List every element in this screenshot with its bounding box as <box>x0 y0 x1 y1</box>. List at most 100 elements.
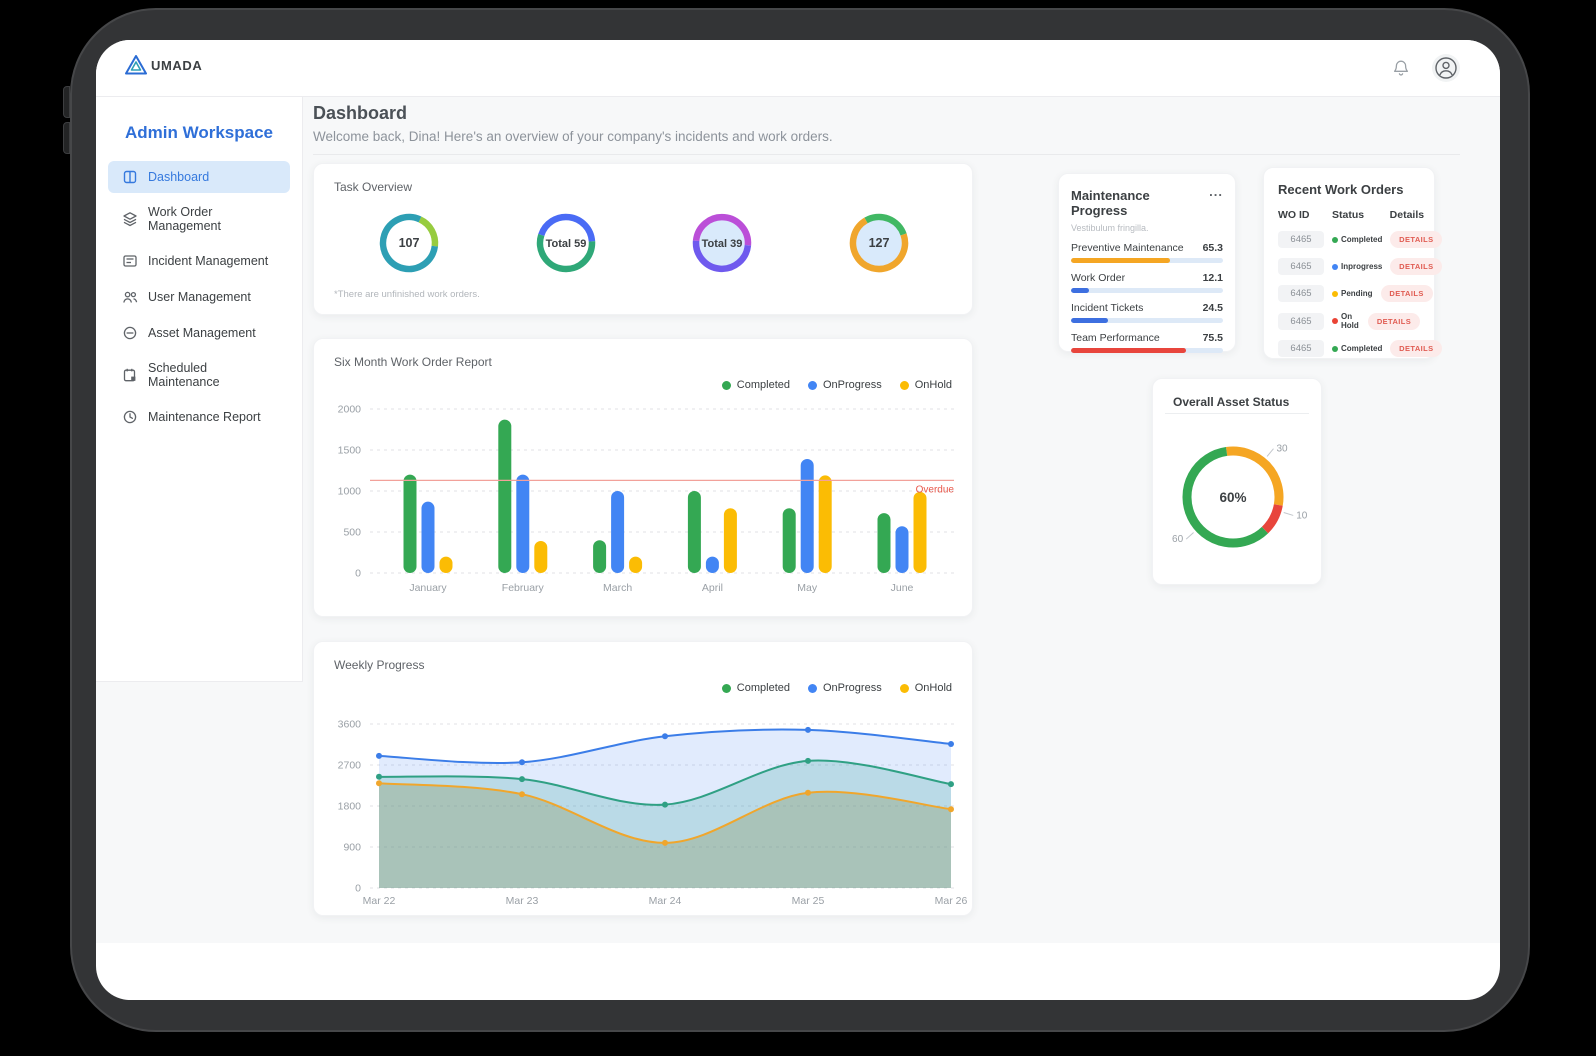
sidebar-item-maintenance-report[interactable]: Maintenance Report <box>108 401 290 433</box>
recent-work-orders-rows: 6465 Completed DETAILS 6465 Inprogress DETAIL… <box>1278 231 1443 357</box>
details-button[interactable]: DETAILS <box>1368 312 1420 330</box>
col-wo-id: WO ID <box>1278 209 1310 221</box>
task-overview-title: Task Overview <box>334 180 413 194</box>
svg-text:June: June <box>891 582 914 594</box>
svg-text:500: 500 <box>343 527 361 539</box>
maintenance-progress-card: Maintenance Progress ... Vestibulum frin… <box>1058 173 1236 353</box>
progress-label: Preventive Maintenance <box>1071 242 1184 254</box>
svg-text:Total 59: Total 59 <box>546 238 587 250</box>
bell-icon[interactable] <box>1392 59 1410 78</box>
sidebar-nav: Dashboard Work Order Management Incident M… <box>96 161 302 433</box>
sidebar-item-label: Scheduled Maintenance <box>148 361 220 389</box>
svg-text:Mar 24: Mar 24 <box>649 895 682 907</box>
status-dot-icon <box>1332 345 1338 352</box>
legend-item-completed: Completed <box>721 682 790 694</box>
maintenance-progress-title: Maintenance Progress <box>1071 188 1150 218</box>
legend-label: OnProgress <box>823 682 882 694</box>
svg-text:0: 0 <box>355 883 361 895</box>
asset-status-divider <box>1165 413 1309 414</box>
asset-status-title: Overall Asset Status <box>1173 395 1290 409</box>
details-button[interactable]: DETAILS <box>1390 231 1443 248</box>
progress-fill <box>1071 258 1171 263</box>
status-label: Completed <box>1341 235 1383 244</box>
legend-label: Completed <box>736 379 790 391</box>
svg-text:127: 127 <box>869 236 890 250</box>
svg-text:60%: 60% <box>1219 490 1246 505</box>
status-dot-icon <box>1332 318 1338 324</box>
details-button[interactable]: DETAILS <box>1390 258 1443 275</box>
sidebar-item-asset-management[interactable]: Asset Management <box>108 317 290 349</box>
asset-icon <box>122 325 138 341</box>
svg-text:January: January <box>409 582 447 594</box>
brand-logo: UMADA <box>124 54 202 76</box>
wo-id-chip: 6465 <box>1278 312 1324 330</box>
header-divider <box>313 154 1460 155</box>
status-label: Completed <box>1341 344 1383 353</box>
sidebar-item-scheduled-maintenance[interactable]: Scheduled Maintenance <box>108 353 290 397</box>
brand-name: UMADA <box>151 57 203 73</box>
sidebar-item-label: Maintenance Report <box>148 410 261 424</box>
svg-text:3600: 3600 <box>338 719 362 731</box>
work-order-row: 6465 Completed DETAILS <box>1278 231 1443 248</box>
legend-item-onprogress: OnProgress <box>808 682 882 694</box>
six-month-report-title: Six Month Work Order Report <box>334 355 492 369</box>
svg-text:30: 30 <box>1276 444 1288 455</box>
progress-row: Incident Tickets 24.5 <box>1071 302 1223 323</box>
svg-text:0: 0 <box>355 568 361 580</box>
recent-work-orders-card: Recent Work Orders WO ID Status Details … <box>1263 167 1443 359</box>
svg-text:Mar 25: Mar 25 <box>792 895 825 907</box>
status-badge: Inprogress <box>1332 262 1382 271</box>
six-month-report-card: Six Month Work Order Report Completed OnP… <box>313 338 973 617</box>
details-button[interactable]: DETAILS <box>1380 285 1433 302</box>
svg-text:107: 107 <box>399 236 420 250</box>
task-overview-footnote: *There are unfinished work orders. <box>334 289 480 300</box>
sidebar-item-label: Asset Management <box>148 326 256 340</box>
work-order-row: 6465 Pending DETAILS <box>1278 285 1433 302</box>
work-order-row: 6465 On Hold DETAILS <box>1278 312 1420 330</box>
status-dot-icon <box>1332 290 1338 297</box>
status-badge: On Hold <box>1332 312 1360 330</box>
sidebar-item-label: Incident Management <box>148 254 269 268</box>
legend-dot-icon <box>899 683 909 693</box>
progress-label: Team Performance <box>1071 332 1160 344</box>
svg-text:10: 10 <box>1296 510 1308 521</box>
recent-work-orders-header: WO ID Status Details <box>1278 209 1424 221</box>
sidebar-item-user-management[interactable]: User Management <box>108 281 290 313</box>
status-dot-icon <box>1332 263 1338 270</box>
svg-text:Overdue: Overdue <box>916 484 955 495</box>
legend-label: OnHold <box>914 379 952 391</box>
progress-value: 65.3 <box>1202 242 1223 254</box>
sidebar-item-work-order-management[interactable]: Work Order Management <box>108 197 290 241</box>
more-options-icon[interactable]: ... <box>1209 184 1223 199</box>
legend-label: OnHold <box>914 682 952 694</box>
legend-dot-icon <box>808 683 817 693</box>
details-button[interactable]: DETAILS <box>1390 340 1443 357</box>
sidebar: Admin Workspace Dashboard Work Order Mana… <box>96 97 303 682</box>
task-donut-3: 127 <box>844 208 914 278</box>
brand-logo-icon <box>124 54 148 76</box>
report-icon <box>122 409 138 425</box>
progress-track <box>1071 348 1223 353</box>
status-label: Pending <box>1341 289 1373 298</box>
recent-work-orders-title: Recent Work Orders <box>1278 182 1404 197</box>
incident-icon <box>122 253 138 269</box>
progress-fill <box>1071 318 1109 323</box>
progress-track <box>1071 288 1223 293</box>
progress-row: Team Performance 75.5 <box>1071 332 1223 353</box>
legend-dot-icon <box>899 380 909 390</box>
work-order-row: 6465 Inprogress DETAILS <box>1278 258 1443 275</box>
avatar-icon[interactable] <box>1432 54 1460 82</box>
work-order-icon <box>122 211 138 227</box>
sidebar-item-label: Work Order Management <box>148 205 221 233</box>
legend-item-onhold: OnHold <box>899 379 952 391</box>
svg-text:Mar 26: Mar 26 <box>935 895 968 907</box>
sidebar-item-incident-management[interactable]: Incident Management <box>108 245 290 277</box>
asset-status-donut: 30 10 60 60% <box>1172 444 1308 548</box>
legend-dot-icon <box>721 683 731 693</box>
progress-label: Work Order <box>1071 272 1126 284</box>
sidebar-item-dashboard[interactable]: Dashboard <box>108 161 290 193</box>
maintenance-progress-subtitle: Vestibulum fringilla. <box>1071 223 1149 233</box>
task-overview-card: Task Overview 107 Total 59 Total 39 127 *Th… <box>313 163 973 315</box>
legend-item-onhold: OnHold <box>899 682 952 694</box>
sidebar-item-label: Dashboard <box>148 170 210 184</box>
